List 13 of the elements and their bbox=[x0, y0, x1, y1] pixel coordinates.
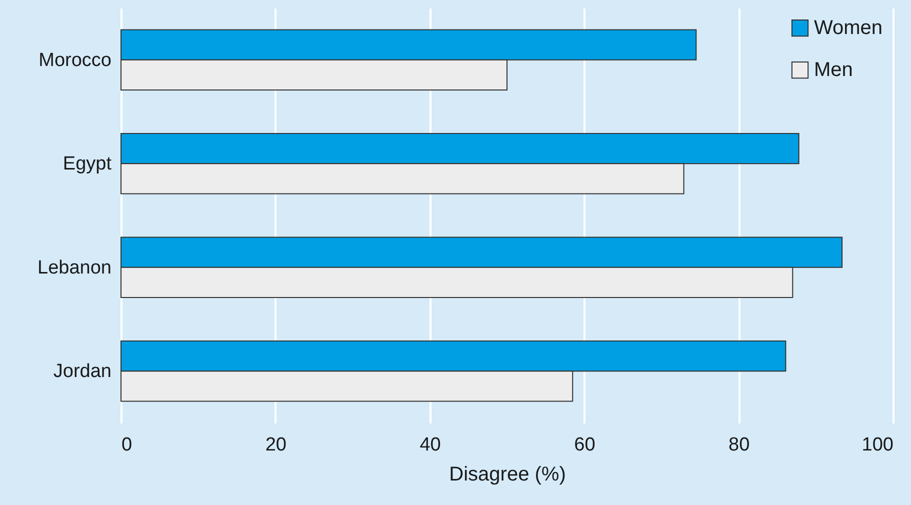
x-tick-label: 100 bbox=[862, 434, 894, 456]
x-tick-label: 0 bbox=[122, 434, 132, 456]
y-tick-label: Egypt bbox=[62, 154, 112, 175]
x-tick-label: 80 bbox=[728, 434, 750, 456]
y-tick-label: Lebanon bbox=[38, 257, 112, 278]
x-axis-title: Disagree (%) bbox=[449, 464, 566, 486]
y-tick-label: Jordan bbox=[53, 361, 112, 382]
legend-label: Men bbox=[814, 59, 853, 81]
x-tick-label: 60 bbox=[574, 434, 596, 456]
x-tick-label: 40 bbox=[420, 434, 441, 456]
legend-label: Women bbox=[814, 17, 883, 39]
y-tick-label: Morocco bbox=[38, 50, 112, 71]
x-tick-label: 20 bbox=[265, 434, 286, 456]
